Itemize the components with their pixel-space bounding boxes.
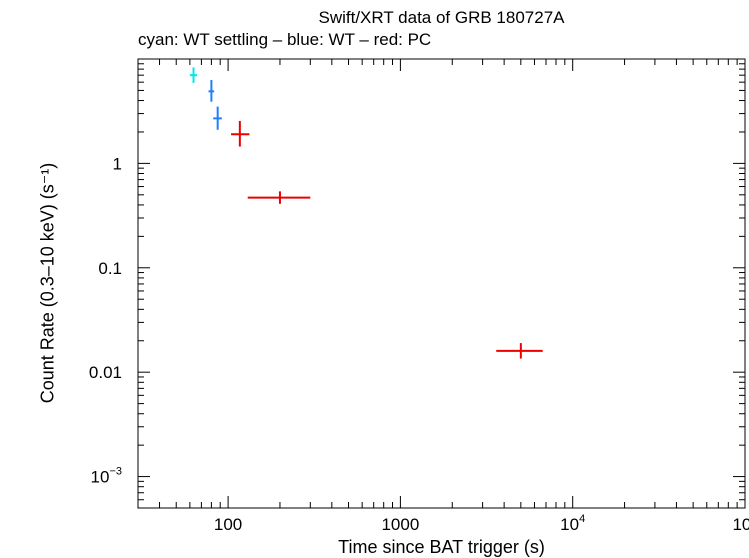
- y-tick-label: 0.01: [89, 363, 122, 382]
- data-point-pc: [231, 120, 250, 147]
- plot-frame: [137, 58, 746, 509]
- y-tick-label-base: 0.1: [98, 259, 122, 278]
- x-tick-label: 1000: [381, 515, 419, 534]
- x-tick-label-base: 100: [214, 515, 242, 534]
- chart-title: Swift/XRT data of GRB 180727A: [318, 8, 565, 27]
- data-point-wt: [208, 79, 215, 102]
- x-tick-label-base: 1000: [381, 515, 419, 534]
- x-tick-label: 104: [560, 513, 585, 534]
- x-tick-label: 105: [732, 513, 749, 534]
- y-tick-label-base: 10: [91, 468, 110, 487]
- data-point-wt: [213, 106, 222, 130]
- data-point-pc: [247, 191, 311, 204]
- x-tick-label-base: 10: [560, 515, 579, 534]
- y-tick-label-base: 1: [113, 154, 122, 173]
- x-tick-label-exponent: 4: [579, 513, 585, 525]
- data-point-wt-settling: [189, 67, 198, 83]
- chart-subtitle: cyan: WT settling – blue: WT – red: PC: [138, 30, 432, 49]
- x-tick-label: 100: [214, 515, 242, 534]
- x-axis-label: Time since BAT trigger (s): [338, 537, 545, 557]
- y-tick-label: 10−3: [91, 466, 122, 487]
- y-tick-label: 0.1: [98, 259, 122, 278]
- y-tick-label: 1: [113, 154, 122, 173]
- y-tick-label-base: 0.01: [89, 363, 122, 382]
- x-tick-label-base: 10: [732, 515, 749, 534]
- y-tick-label-exponent: −3: [109, 466, 122, 478]
- data-point-pc: [496, 343, 543, 359]
